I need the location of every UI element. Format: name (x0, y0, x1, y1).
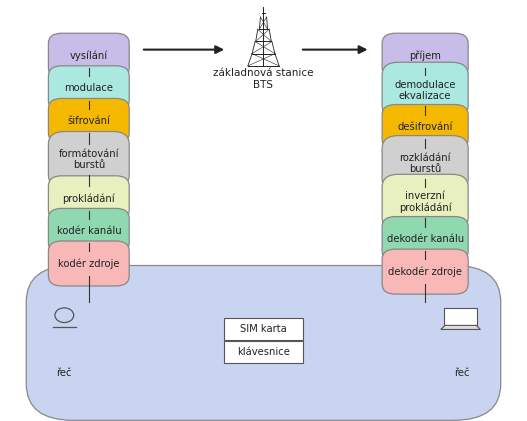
Text: příjem: příjem (409, 51, 441, 61)
Text: prokládání: prokládání (63, 193, 115, 203)
FancyBboxPatch shape (48, 66, 129, 111)
Text: dekodér zdroje: dekodér zdroje (388, 266, 462, 277)
Text: kodér zdroje: kodér zdroje (58, 258, 120, 269)
FancyBboxPatch shape (382, 62, 468, 118)
FancyBboxPatch shape (382, 174, 468, 230)
FancyBboxPatch shape (224, 341, 303, 363)
Text: inverzní
prokládání: inverzní prokládání (399, 191, 452, 213)
FancyBboxPatch shape (48, 99, 129, 144)
FancyBboxPatch shape (224, 318, 303, 340)
Text: SIM karta: SIM karta (240, 324, 287, 334)
Polygon shape (441, 325, 481, 330)
FancyBboxPatch shape (382, 33, 468, 78)
Text: rozkládání
burstů: rozkládání burstů (399, 153, 451, 174)
FancyBboxPatch shape (48, 208, 129, 253)
Text: základnová stanice
BTS: základnová stanice BTS (213, 68, 314, 90)
Text: demodulace
ekvalizace: demodulace ekvalizace (394, 80, 456, 101)
FancyBboxPatch shape (382, 216, 468, 261)
Text: vysílání: vysílání (70, 51, 108, 61)
Text: řeč: řeč (454, 368, 470, 378)
FancyBboxPatch shape (48, 241, 129, 286)
Text: kodér kanálu: kodér kanálu (56, 226, 121, 236)
FancyBboxPatch shape (382, 104, 468, 149)
Text: formátování
burstů: formátování burstů (58, 149, 119, 171)
FancyBboxPatch shape (382, 136, 468, 192)
Text: řeč: řeč (56, 368, 72, 378)
Text: modulace: modulace (64, 83, 113, 93)
FancyBboxPatch shape (444, 308, 477, 326)
Text: dekodér kanálu: dekodér kanálu (387, 234, 464, 244)
FancyBboxPatch shape (26, 266, 501, 420)
FancyBboxPatch shape (48, 33, 129, 78)
FancyBboxPatch shape (48, 131, 129, 188)
Text: klávesnice: klávesnice (237, 347, 290, 357)
FancyBboxPatch shape (48, 176, 129, 221)
Text: dešifrování: dešifrování (397, 122, 453, 132)
FancyBboxPatch shape (382, 249, 468, 294)
Text: šifrování: šifrování (67, 116, 110, 126)
